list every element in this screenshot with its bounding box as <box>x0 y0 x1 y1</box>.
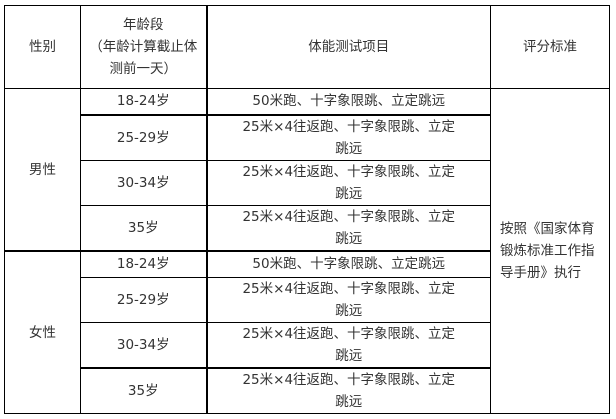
table-row: 30-34岁 25米×4往返跑、十字象限跳、立定跳远 <box>5 159 610 206</box>
project-cell: 50米跑、十字象限跳、立定跳远 <box>206 88 491 116</box>
age-cell: 35岁 <box>80 367 208 414</box>
standard-cell: 按照《国家体育锻炼标准工作指导手册》执行 <box>490 88 610 414</box>
project-cell: 25米×4往返跑、十字象限跳、立定跳远 <box>206 367 491 414</box>
table-row: 女性 18-24岁 50米跑、十字象限跳、立定跳远 <box>4 250 610 414</box>
project-cell: 25米×4往返跑、十字象限跳、立定跳远 <box>206 276 491 323</box>
table-row: 30-34岁 25米×4往返跑、十字象限跳、立定跳远 <box>5 321 610 369</box>
project-cell: 25米×4往返跑、十字象限跳、立定跳远 <box>206 321 491 369</box>
project-cell: 25米×4往返跑、十字象限跳、立定跳远 <box>206 159 491 206</box>
age-cell: 18-24岁 <box>80 88 208 115</box>
age-cell: 25-29岁 <box>80 113 208 161</box>
fitness-test-table: 性别 年龄段 （年龄计算截止体测前一天） 体能测试项目 评分标准 男性 18-24… <box>4 5 610 414</box>
gender-cell: 女性 <box>4 250 81 414</box>
project-cell: 25米×4往返跑、十字象限跳、立定跳远 <box>206 204 491 252</box>
table-row: 男性 18-24岁 50米跑、十字象限跳、立定跳远 按照《国家体育锻炼标准工作指… <box>4 88 610 414</box>
project-cell: 50米跑、十字象限跳、立定跳远 <box>206 250 491 278</box>
age-cell: 30-34岁 <box>80 321 208 369</box>
table-row: 25-29岁 25米×4往返跑、十字象限跳、立定跳远 <box>5 113 610 161</box>
project-cell: 25米×4往返跑、十字象限跳、立定跳远 <box>206 114 491 161</box>
header-standard: 评分标准 <box>490 5 610 89</box>
table-row: 35岁 25米×4往返跑、十字象限跳、立定跳远 <box>5 204 610 252</box>
table-row: 25-29岁 25米×4往返跑、十字象限跳、立定跳远 <box>5 276 610 323</box>
gender-cell: 男性 <box>4 88 81 252</box>
header-age-line2: （年龄计算截止体测前一天） <box>89 39 198 77</box>
header-row: 性别 年龄段 （年龄计算截止体测前一天） 体能测试项目 评分标准 <box>4 5 610 89</box>
age-cell: 18-24岁 <box>80 250 208 278</box>
header-age: 年龄段 （年龄计算截止体测前一天） <box>80 5 208 89</box>
age-cell: 30-34岁 <box>80 159 208 206</box>
header-project: 体能测试项目 <box>206 5 491 89</box>
header-age-line1: 年龄段 <box>123 17 164 33</box>
table-row: 35岁 25米×4往返跑、十字象限跳、立定跳远 <box>5 367 610 414</box>
age-cell: 25-29岁 <box>80 276 208 323</box>
age-cell: 35岁 <box>80 204 208 252</box>
header-gender: 性别 <box>4 5 81 89</box>
